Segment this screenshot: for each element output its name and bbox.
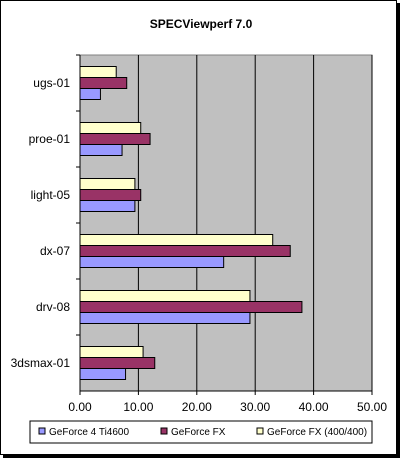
bar bbox=[79, 290, 251, 302]
x-tick-labels: 0.00 10.00 20.00 30.00 40.00 50.00 bbox=[68, 400, 387, 414]
category-label: drv-08 bbox=[36, 300, 70, 314]
legend-box bbox=[29, 420, 373, 444]
x-tick-label: 0.00 bbox=[68, 400, 92, 414]
plot-area bbox=[79, 54, 373, 392]
bar bbox=[79, 234, 274, 246]
bar bbox=[79, 178, 136, 190]
legend-label: GeForce FX (400/400) bbox=[267, 427, 367, 438]
bar bbox=[79, 368, 127, 380]
chart-title: SPECViewperf 7.0 bbox=[150, 17, 253, 31]
bar bbox=[79, 88, 101, 100]
category-label: ugs-01 bbox=[33, 76, 70, 90]
bar bbox=[79, 66, 117, 78]
category-label: proe-01 bbox=[29, 132, 71, 146]
x-tick-label: 10.00 bbox=[123, 400, 153, 414]
legend-swatch bbox=[256, 427, 264, 435]
chart-frame: SPECViewperf 7.0 ugs-01 proe-01 light-05 dx… bbox=[0, 0, 397, 455]
legend-label: GeForce 4 Ti4600 bbox=[49, 427, 129, 438]
category-label: dx-07 bbox=[40, 244, 70, 258]
bar bbox=[79, 133, 151, 145]
legend-label: GeForce FX bbox=[171, 427, 226, 438]
bar bbox=[79, 357, 156, 369]
x-tick-label: 30.00 bbox=[240, 400, 270, 414]
bar bbox=[79, 256, 225, 268]
x-tick-label: 50.00 bbox=[357, 400, 387, 414]
x-tick-label: 40.00 bbox=[299, 400, 329, 414]
bar bbox=[79, 189, 142, 201]
bar bbox=[79, 122, 142, 134]
axes bbox=[76, 54, 373, 395]
category-label: light-05 bbox=[31, 188, 71, 202]
x-tick-label: 20.00 bbox=[182, 400, 212, 414]
bar bbox=[79, 312, 251, 324]
bar bbox=[79, 301, 303, 313]
legend-swatch bbox=[38, 427, 46, 435]
bars bbox=[79, 66, 303, 380]
chart: SPECViewperf 7.0 ugs-01 proe-01 light-05 dx… bbox=[11, 17, 387, 444]
bar bbox=[79, 346, 144, 358]
legend-swatch bbox=[160, 427, 168, 435]
bar bbox=[79, 77, 128, 89]
legend: GeForce 4 Ti4600 GeForce FX GeForce FX (40… bbox=[29, 420, 373, 444]
grid-lines bbox=[137, 55, 373, 391]
bar bbox=[79, 245, 291, 257]
bar bbox=[79, 144, 123, 156]
category-label: 3dsmax-01 bbox=[11, 356, 71, 370]
bar bbox=[79, 200, 136, 212]
category-labels: ugs-01 proe-01 light-05 dx-07 drv-08 3dsmax-0… bbox=[11, 76, 71, 370]
